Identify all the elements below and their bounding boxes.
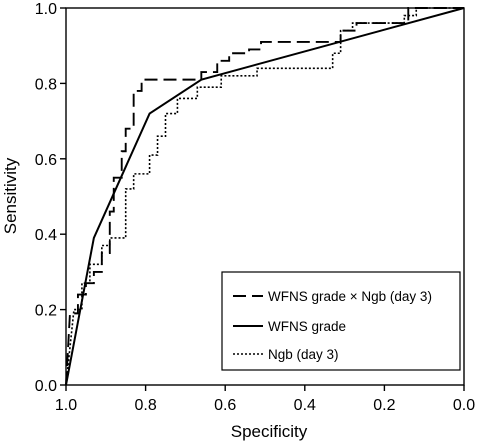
legend-label-1: WFNS grade xyxy=(268,319,346,334)
y-tick-label: 0.6 xyxy=(35,152,57,169)
x-tick-label: 0.6 xyxy=(214,397,236,414)
legend: WFNS grade × Ngb (day 3) WFNS grade Ngb (d… xyxy=(221,271,461,371)
x-axis-title: Specificity xyxy=(231,422,308,441)
y-tick-label: 0.4 xyxy=(35,227,57,244)
legend-label-0: WFNS grade × Ngb (day 3) xyxy=(268,289,432,304)
series-line-2 xyxy=(65,7,464,386)
legend-label-2: Ngb (day 3) xyxy=(268,347,339,362)
y-axis-title: Sensitivity xyxy=(1,157,20,234)
x-tick-label: 1.0 xyxy=(55,397,77,414)
x-tick-label: 0.2 xyxy=(373,397,395,414)
x-tick-label: 0.8 xyxy=(134,397,156,414)
series-line-1 xyxy=(65,7,465,386)
y-tick-label: 0.0 xyxy=(35,378,57,395)
plot-frame xyxy=(65,7,465,386)
y-tick-label: 1.0 xyxy=(35,1,57,18)
x-tick-label: 0.0 xyxy=(453,397,475,414)
series-layer xyxy=(65,7,465,386)
y-tick-label: 0.2 xyxy=(35,303,57,320)
y-tick-label: 0.8 xyxy=(35,76,57,93)
axes-layer: 1.0 0.8 0.6 0.4 0.2 0.0 0.0 0.2 0.4 0.6 0.8 1.0 xyxy=(35,1,475,414)
x-tick-label: 0.4 xyxy=(294,397,316,414)
